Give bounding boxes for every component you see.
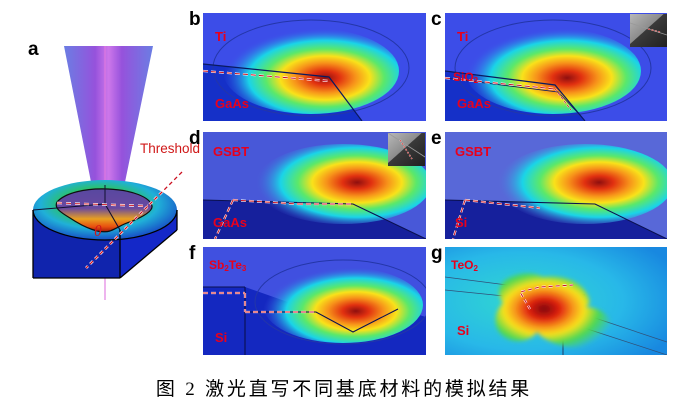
svg-text:Ti: Ti — [457, 29, 468, 44]
svg-text:Sb2Te3: Sb2Te3 — [209, 258, 247, 273]
svg-text:GSBT: GSBT — [455, 144, 491, 159]
svg-text:Si: Si — [215, 330, 227, 345]
svg-text:GaAs: GaAs — [457, 96, 491, 111]
svg-text:θ: θ — [94, 223, 102, 240]
svg-text:Si: Si — [457, 323, 469, 338]
svg-text:GaAs: GaAs — [213, 215, 247, 230]
svg-text:GaAs: GaAs — [215, 96, 249, 111]
svg-text:Si: Si — [455, 215, 467, 230]
svg-text:GSBT: GSBT — [213, 144, 249, 159]
svg-text:Ti: Ti — [215, 29, 226, 44]
